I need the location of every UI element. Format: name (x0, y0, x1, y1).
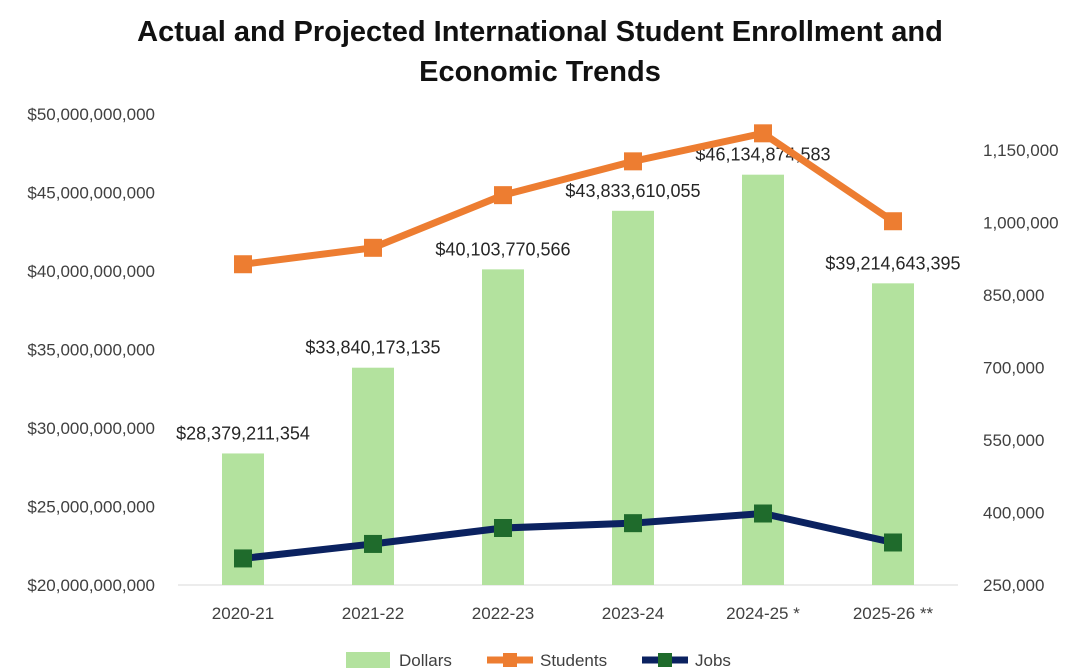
category-label: 2023-24 (602, 604, 664, 623)
dollars-legend-swatch (346, 652, 390, 668)
students-marker (364, 238, 382, 257)
dollars-legend-label: Dollars (399, 651, 452, 670)
students-marker (624, 152, 642, 171)
left-axis-tick-label: $30,000,000,000 (27, 419, 155, 438)
jobs-marker (884, 533, 902, 552)
dollars-data-labels: $28,379,211,354 $33,840,173,135 $40,103,77… (176, 145, 960, 444)
left-axis-tick-label: $45,000,000,000 (27, 184, 155, 203)
category-labels: 2020-21 2021-22 2022-23 2023-24 2024-25 * 202… (212, 604, 934, 623)
jobs-marker (624, 514, 642, 533)
students-legend-marker (503, 653, 517, 667)
dollars-bar (482, 269, 524, 585)
jobs-marker (234, 549, 252, 568)
left-axis-tick-label: $25,000,000,000 (27, 498, 155, 517)
dollars-data-label: $39,214,643,395 (825, 253, 960, 273)
right-axis-tick-label: 550,000 (983, 431, 1044, 450)
legend: Dollars Students Jobs (346, 651, 731, 670)
right-axis-tick-label: 250,000 (983, 576, 1044, 595)
students-marker (234, 255, 252, 274)
right-axis-ticks: 250,000 400,000 550,000 700,000 850,000 1,000… (983, 141, 1059, 595)
left-axis-tick-label: $35,000,000,000 (27, 341, 155, 360)
dollars-bar (742, 174, 784, 585)
jobs-legend-marker (658, 653, 672, 667)
right-axis-tick-label: 850,000 (983, 286, 1044, 305)
dollars-data-label: $28,379,211,354 (176, 423, 310, 443)
category-label: 2021-22 (342, 604, 404, 623)
dollars-data-label: $43,833,610,055 (565, 181, 700, 201)
left-axis-tick-label: $20,000,000,000 (27, 576, 155, 595)
right-axis-tick-label: 400,000 (983, 504, 1044, 523)
jobs-marker (364, 534, 382, 553)
category-label: 2020-21 (212, 604, 274, 623)
dollars-data-label: $33,840,173,135 (305, 338, 440, 358)
right-axis-tick-label: 1,150,000 (983, 141, 1059, 160)
chart-title-line-2: Economic Trends (419, 56, 661, 88)
chart-title-line-1: Actual and Projected International Stude… (137, 16, 943, 48)
jobs-marker (754, 504, 772, 523)
students-marker (884, 212, 902, 231)
jobs-legend-label: Jobs (695, 651, 731, 670)
line-series (234, 124, 902, 568)
students-legend-label: Students (540, 651, 607, 670)
dollars-data-label: $40,103,770,566 (435, 239, 570, 259)
jobs-line (239, 510, 897, 562)
jobs-marker (494, 518, 512, 537)
students-marker (494, 186, 512, 205)
left-axis-ticks: $20,000,000,000 $25,000,000,000 $30,000,00… (27, 105, 155, 595)
students-marker (754, 124, 772, 143)
category-label: 2024-25 * (726, 604, 800, 623)
category-label: 2022-23 (472, 604, 534, 623)
left-axis-tick-label: $50,000,000,000 (27, 105, 155, 124)
students-line (239, 129, 897, 268)
right-axis-tick-label: 1,000,000 (983, 214, 1059, 233)
right-axis-tick-label: 700,000 (983, 359, 1044, 378)
category-label: 2025-26 ** (853, 604, 934, 623)
left-axis-tick-label: $40,000,000,000 (27, 262, 155, 281)
